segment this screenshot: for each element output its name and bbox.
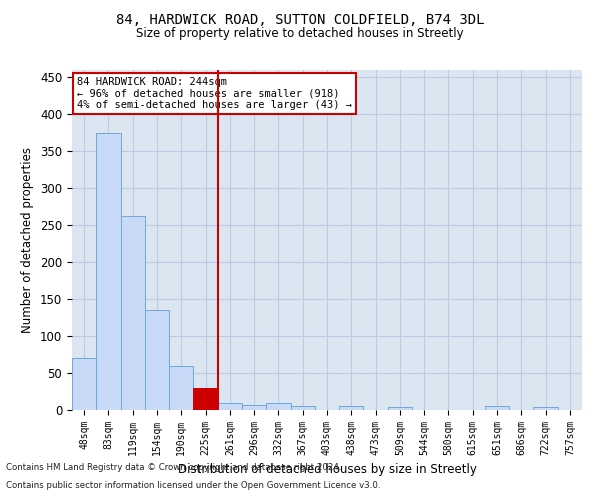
Bar (72, 358, 96, 410)
Bar (290, 406, 315, 410)
Text: Size of property relative to detached houses in Streetly: Size of property relative to detached ho… (136, 28, 464, 40)
Y-axis label: Number of detached properties: Number of detached properties (22, 147, 34, 333)
Bar (193, 388, 218, 410)
Bar (266, 402, 290, 410)
Bar (242, 405, 266, 410)
Bar (145, 310, 169, 410)
Bar (485, 406, 509, 410)
Bar (388, 407, 412, 410)
Bar (96, 133, 121, 410)
Text: 84, HARDWICK ROAD, SUTTON COLDFIELD, B74 3DL: 84, HARDWICK ROAD, SUTTON COLDFIELD, B74… (116, 12, 484, 26)
Bar (339, 406, 364, 410)
Bar (169, 366, 193, 410)
X-axis label: Distribution of detached houses by size in Streetly: Distribution of detached houses by size … (178, 464, 476, 476)
Text: 84 HARDWICK ROAD: 244sqm
← 96% of detached houses are smaller (918)
4% of semi-d: 84 HARDWICK ROAD: 244sqm ← 96% of detach… (77, 77, 352, 110)
Bar (533, 407, 558, 410)
Bar (121, 216, 145, 410)
Text: Contains HM Land Registry data © Crown copyright and database right 2024.: Contains HM Land Registry data © Crown c… (6, 464, 341, 472)
Text: Contains public sector information licensed under the Open Government Licence v3: Contains public sector information licen… (6, 481, 380, 490)
Bar (218, 402, 242, 410)
